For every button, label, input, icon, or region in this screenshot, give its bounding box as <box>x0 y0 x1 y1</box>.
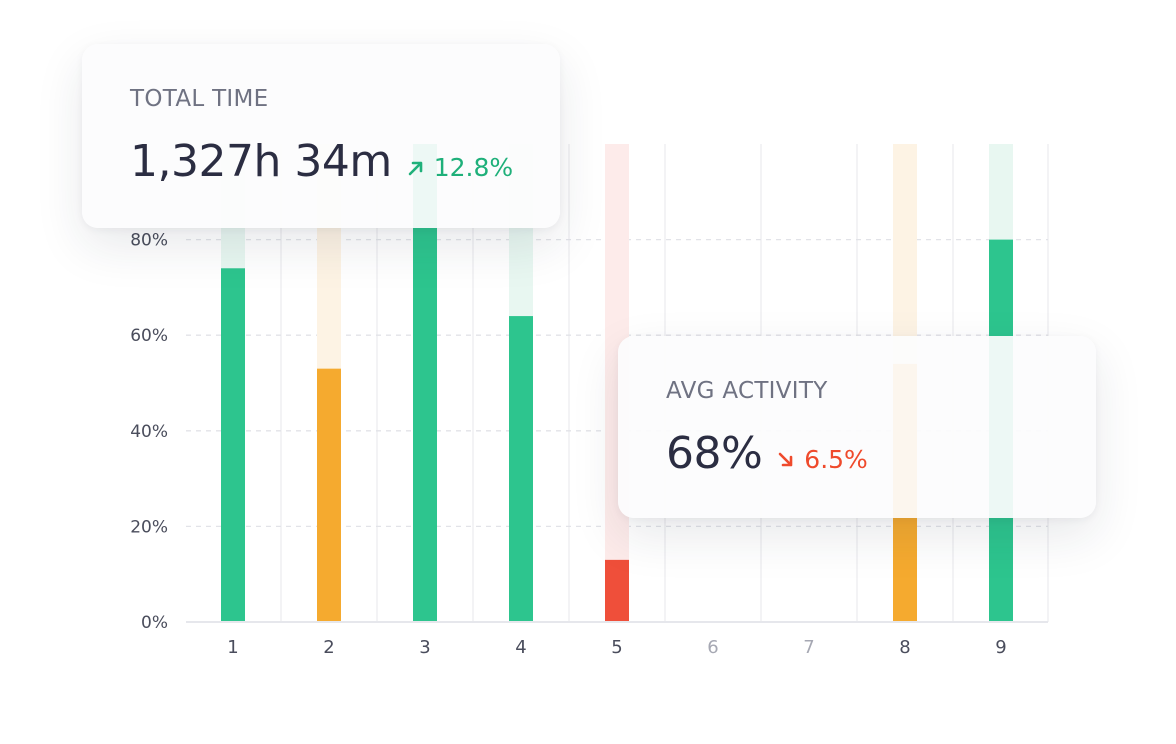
arrow-down-right-icon <box>778 452 793 466</box>
bar <box>509 316 533 622</box>
x-tick-label: 5 <box>611 637 622 658</box>
avg-activity-row: 68% 6.5% <box>666 428 868 479</box>
bar <box>317 368 341 622</box>
avg-activity-card: AVG ACTIVITY 68% 6.5% <box>618 336 1096 518</box>
avg-activity-trend: 6.5% <box>776 445 868 474</box>
bar <box>605 559 629 622</box>
x-tick-label: 6 <box>707 637 718 658</box>
bar <box>221 268 245 622</box>
avg-activity-trend-value: 6.5% <box>804 445 868 474</box>
x-tick-label: 3 <box>419 637 430 658</box>
y-tick-label: 80% <box>130 231 168 251</box>
y-tick-label: 0% <box>141 613 168 633</box>
total-time-trend: 12.8% <box>406 153 513 182</box>
total-time-card: TOTAL TIME 1,327h 34m 12.8% <box>82 44 560 228</box>
total-time-trend-value: 12.8% <box>433 153 514 182</box>
x-tick-label: 7 <box>803 637 814 658</box>
x-tick-label: 8 <box>899 637 910 658</box>
total-time-value: 1,327h 34m <box>130 136 392 187</box>
avg-activity-value: 68% <box>666 428 763 479</box>
total-time-label: TOTAL TIME <box>130 86 269 112</box>
x-tick-label: 1 <box>227 637 238 658</box>
x-tick-label: 9 <box>995 637 1006 658</box>
avg-activity-label: AVG ACTIVITY <box>666 378 828 404</box>
x-tick-label: 4 <box>515 637 526 658</box>
arrow-up-right-icon <box>408 161 422 175</box>
y-tick-label: 20% <box>130 517 168 537</box>
x-tick-label: 2 <box>323 637 334 658</box>
y-tick-label: 40% <box>130 422 168 442</box>
y-tick-label: 60% <box>130 326 168 346</box>
total-time-row: 1,327h 34m 12.8% <box>130 136 513 187</box>
